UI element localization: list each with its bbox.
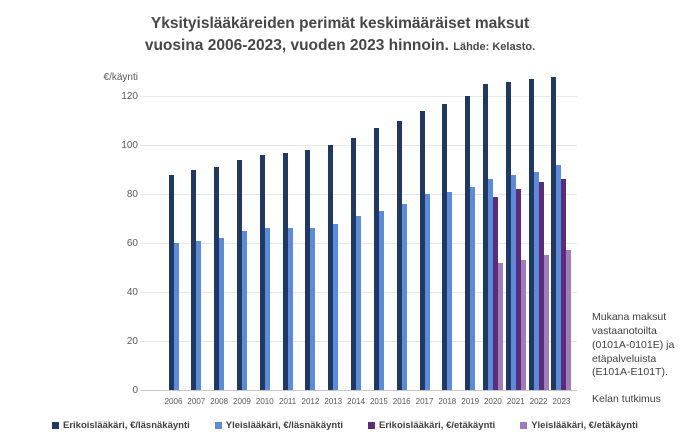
bar-navy-2009 xyxy=(236,159,242,390)
bar-blue-2009 xyxy=(241,230,247,390)
y-tick-label: 20 xyxy=(126,336,138,348)
bar-blue-2016 xyxy=(401,203,407,390)
note-attribution: Kelan tutkimus xyxy=(592,393,661,405)
x-tick-label: 2014 xyxy=(347,397,365,406)
bar-blue-2010 xyxy=(264,228,270,390)
x-tick-label: 2013 xyxy=(324,397,343,406)
bar-navy-2016 xyxy=(396,120,402,390)
x-axis-line xyxy=(140,390,577,391)
chart-title: Yksityislääkäreiden perimät keskimääräis… xyxy=(0,13,680,58)
bar-navy-2012 xyxy=(305,150,311,390)
bar-navy-2019 xyxy=(465,96,471,390)
bar-navy-2015 xyxy=(373,128,379,390)
legend-item-erikoislaakari-eta: Erikoislääkäri, €/etäkäynti xyxy=(368,420,495,431)
y-tick-label: 100 xyxy=(121,140,138,152)
y-tick-label: 60 xyxy=(126,238,138,250)
legend: Erikoislääkäri, €/läsnäkäynti Yleislääkä… xyxy=(52,420,662,431)
bar-navy-2013 xyxy=(328,145,334,390)
bar-navy-2017 xyxy=(419,110,425,390)
bar-navy-2011 xyxy=(282,152,288,390)
x-tick-label: 2009 xyxy=(233,397,251,406)
legend-label: Erikoislääkäri, €/etäkäynti xyxy=(379,420,496,431)
legend-swatch-light-purple-icon xyxy=(520,422,528,429)
legend-label: Erikoislääkäri, €/läsnäkäynti xyxy=(63,420,190,431)
y-tick-label: 80 xyxy=(126,189,138,201)
bar-blue-2013 xyxy=(333,223,339,390)
bar-navy-2010 xyxy=(259,155,265,390)
bar-blue-2017 xyxy=(424,194,430,390)
x-tick-label: 2023 xyxy=(552,397,571,406)
bar-blue-2023 xyxy=(556,164,562,390)
bar-blue-2018 xyxy=(447,191,453,390)
x-axis-labels: 2006 2007 2008 2009 2010 2011 2012 2013 2014 2015… xyxy=(140,397,577,409)
bar-blue-2008 xyxy=(219,238,225,390)
x-tick-label: 2018 xyxy=(438,397,457,406)
x-tick-label: 2015 xyxy=(369,397,388,406)
chart-title-line1: Yksityislääkäreiden perimät keskimääräis… xyxy=(150,15,530,32)
x-tick-label: 2011 xyxy=(278,397,297,406)
bar-blue-2019 xyxy=(470,186,476,390)
x-tick-label: 2010 xyxy=(255,397,274,406)
bar-navy-2020 xyxy=(482,84,488,390)
y-tick-label: 120 xyxy=(121,91,138,103)
legend-swatch-dark-purple-icon xyxy=(368,422,375,429)
legend-item-erikoislaakari-lasna: Erikoislääkäri, €/läsnäkäynti xyxy=(52,420,190,431)
x-tick-label: 2008 xyxy=(210,397,229,406)
bar-dark_purple-2021 xyxy=(515,189,521,390)
gridline xyxy=(140,96,577,98)
legend-label: Yleislääkäri, €/etäkäynti xyxy=(531,420,638,431)
bar-dark_purple-2020 xyxy=(492,196,498,390)
bar-light_purple-2021 xyxy=(520,260,526,390)
bar-blue-2022 xyxy=(533,172,539,390)
legend-swatch-blue-icon xyxy=(214,422,222,429)
bar-navy-2021 xyxy=(505,81,511,390)
y-axis-labels: 0 20 40 60 80 100 120 xyxy=(88,74,138,396)
bar-blue-2006 xyxy=(173,243,179,390)
legend-item-yleislaakari-eta: Yleislääkäri, €/etäkäynti xyxy=(520,420,638,431)
x-tick-label: 2016 xyxy=(392,397,411,406)
bar-blue-2015 xyxy=(378,211,384,390)
note-inclusion: Mukana maksut vastaanotoilta (0101A-0101… xyxy=(592,311,675,379)
x-tick-label: 2022 xyxy=(529,397,548,406)
x-tick-label: 2019 xyxy=(461,397,480,406)
bar-dark_purple-2023 xyxy=(561,179,567,390)
bar-navy-2007 xyxy=(191,169,197,390)
plot-area xyxy=(140,74,577,391)
bar-navy-2008 xyxy=(214,167,220,390)
bar-navy-2006 xyxy=(168,174,174,390)
legend-label: Yleislääkäri, €/läsnäkäynti xyxy=(225,420,343,431)
source-label: Lähde: Kelasto. xyxy=(453,41,536,54)
legend-swatch-navy-icon xyxy=(52,422,59,429)
bar-blue-2021 xyxy=(510,174,516,390)
x-tick-label: 2020 xyxy=(484,397,502,406)
gridline xyxy=(140,145,577,147)
y-tick-label: 40 xyxy=(126,287,138,299)
bar-blue-2014 xyxy=(356,216,362,390)
bar-navy-2014 xyxy=(351,137,357,390)
x-tick-label: 2021 xyxy=(506,397,525,406)
bar-blue-2012 xyxy=(310,228,316,390)
bar-navy-2023 xyxy=(551,76,557,390)
bar-blue-2011 xyxy=(287,228,293,390)
bar-navy-2022 xyxy=(528,79,534,390)
y-axis-unit-label: €/käynti xyxy=(103,72,138,83)
chart-title-line2: vuosina 2006-2023, vuoden 2023 hinnoin. … xyxy=(144,37,536,55)
legend-item-yleislaakari-lasna: Yleislääkäri, €/läsnäkäynti xyxy=(214,420,343,431)
bar-blue-2020 xyxy=(487,179,493,390)
gridline xyxy=(140,194,577,196)
bar-light_purple-2023 xyxy=(566,250,572,390)
x-tick-label: 2017 xyxy=(415,397,434,406)
y-tick-label: 0 xyxy=(132,385,138,396)
bar-navy-2018 xyxy=(442,103,448,390)
x-tick-label: 2012 xyxy=(301,397,320,406)
bar-dark_purple-2022 xyxy=(538,181,544,390)
x-tick-label: 2006 xyxy=(164,397,183,406)
bar-light_purple-2020 xyxy=(497,262,503,390)
bar-light_purple-2022 xyxy=(543,255,549,390)
bar-blue-2007 xyxy=(196,240,202,390)
x-tick-label: 2007 xyxy=(187,397,206,406)
